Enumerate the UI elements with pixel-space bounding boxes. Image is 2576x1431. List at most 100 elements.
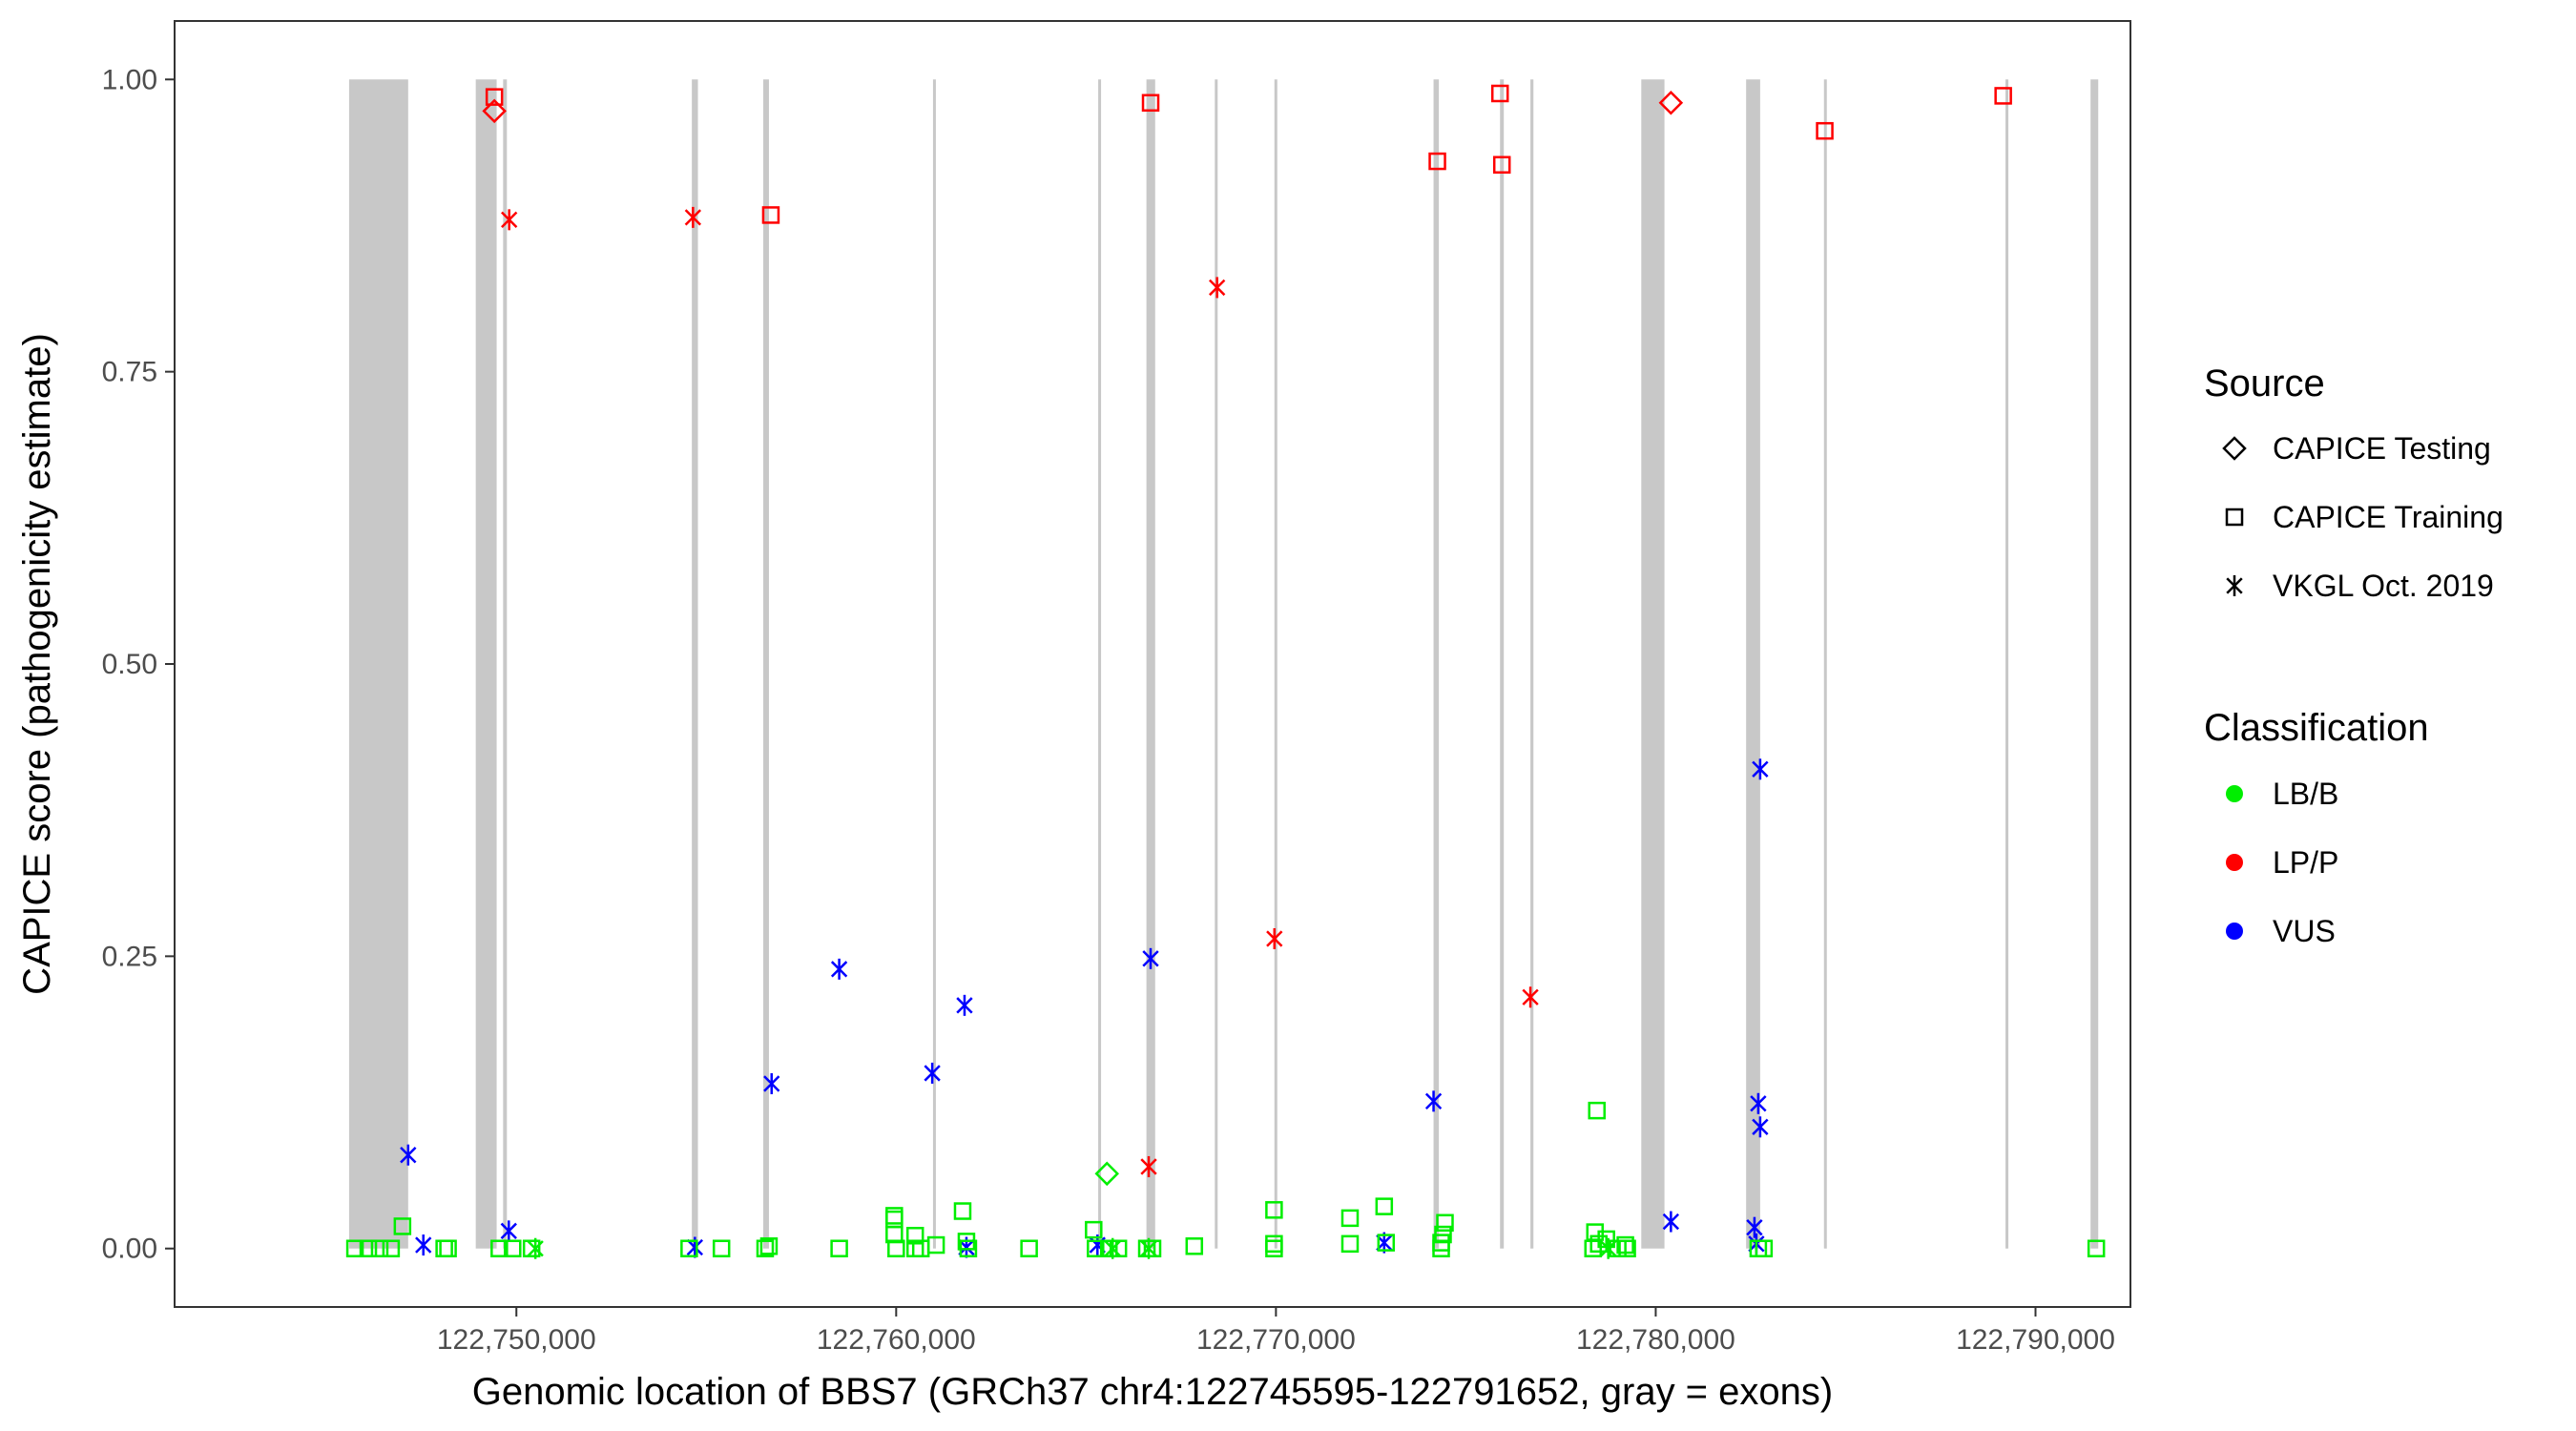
data-point <box>382 1239 401 1257</box>
x-tick-label: 122,780,000 <box>1576 1324 1735 1356</box>
exon-band-17 <box>2005 79 2009 1249</box>
exon-band-9 <box>1215 79 1218 1249</box>
data-point <box>759 1237 779 1255</box>
x-tick-label: 122,770,000 <box>1196 1324 1356 1356</box>
y-axis: 0.00 0.25 0.50 0.75 1.00 <box>102 64 175 1265</box>
exon-band-1 <box>348 79 408 1249</box>
legend-class-label: LP/P <box>2273 845 2338 880</box>
legend-class-key <box>2226 854 2243 871</box>
data-point <box>887 1239 905 1257</box>
y-tick-label: 0.25 <box>102 941 157 972</box>
data-point <box>761 206 780 224</box>
y-tick-label: 0.50 <box>102 649 157 680</box>
data-point <box>1375 1197 1394 1215</box>
data-point <box>1087 1239 1105 1257</box>
legend-class-key <box>2226 785 2243 802</box>
data-point <box>1600 1237 1617 1259</box>
exon-band-13 <box>1530 79 1534 1249</box>
exon-bands <box>348 79 2099 1249</box>
data-point <box>1099 1239 1118 1257</box>
legend-class-label: VUS <box>2273 914 2336 948</box>
data-point <box>1746 1216 1763 1238</box>
data-point <box>522 1239 541 1257</box>
exon-band-15 <box>1746 79 1760 1249</box>
exon-band-6 <box>932 79 936 1249</box>
y-tick-label: 0.00 <box>102 1234 157 1265</box>
data-point <box>1432 1239 1450 1257</box>
legend-source-label: CAPICE Testing <box>2273 431 2491 466</box>
legend: Source CAPICE Testing CAPICE Training VKGL … <box>2204 363 2503 948</box>
data-point <box>415 1234 432 1256</box>
legend-source-label: VKGL Oct. 2019 <box>2273 569 2494 603</box>
exon-band-8 <box>1146 79 1155 1249</box>
data-point <box>2087 1239 2106 1257</box>
data-point <box>712 1239 731 1257</box>
data-point <box>370 1239 389 1257</box>
data-point <box>1141 93 1160 113</box>
data-point <box>924 1062 941 1084</box>
data-point <box>1377 1234 1396 1252</box>
data-point <box>527 1237 544 1259</box>
data-point <box>956 994 973 1016</box>
legend-class-key <box>2226 923 2243 940</box>
exon-band-7 <box>1098 79 1102 1249</box>
data-point <box>1436 1213 1454 1233</box>
data-point <box>1142 947 1159 969</box>
data-point <box>345 1239 364 1257</box>
data-point <box>1185 1237 1204 1255</box>
data-point <box>1266 927 1283 949</box>
data-point <box>885 1225 904 1244</box>
data-point <box>959 1239 978 1257</box>
legend-source-label: CAPICE Training <box>2273 500 2503 534</box>
data-point <box>1143 1239 1162 1257</box>
exon-band-2 <box>475 79 497 1249</box>
y-tick-label: 0.75 <box>102 357 157 388</box>
data-point <box>439 1239 457 1257</box>
data-point <box>1265 1239 1283 1257</box>
exon-band-5 <box>762 79 769 1249</box>
data-point <box>1755 1239 1774 1257</box>
y-axis-title: CAPICE score (pathogenicity estimate) <box>16 333 58 995</box>
data-point <box>684 206 702 228</box>
data-point <box>756 1239 775 1257</box>
legend-classification-title: Classification <box>2204 707 2429 749</box>
data-point <box>1209 277 1226 299</box>
data-point <box>1085 1220 1103 1239</box>
data-point <box>1658 91 1684 115</box>
data-point <box>485 88 504 106</box>
data-point <box>1662 1211 1680 1233</box>
data-point <box>905 1226 924 1245</box>
data-point <box>1020 1239 1038 1257</box>
legend-class-label: LB/B <box>2273 777 2338 811</box>
data-point <box>482 98 507 124</box>
data-point <box>1816 121 1834 140</box>
x-tick-label: 122,750,000 <box>437 1324 596 1356</box>
y-tick-label: 1.00 <box>102 64 157 95</box>
data-point <box>1490 84 1509 103</box>
data-point <box>1752 758 1769 780</box>
data-point <box>1750 1092 1767 1114</box>
data-point <box>1618 1239 1636 1257</box>
data-point <box>1428 152 1446 171</box>
data-point <box>359 1239 378 1257</box>
data-point <box>1140 1155 1157 1177</box>
x-axis: 122,750,000 122,760,000 122,770,000 122,780… <box>437 1307 2115 1356</box>
data-point <box>1109 1239 1128 1257</box>
data-point <box>953 1202 972 1220</box>
data-point <box>1492 156 1511 174</box>
exon-band-10 <box>1274 79 1278 1249</box>
data-point <box>501 209 518 231</box>
data-point <box>926 1235 945 1255</box>
exon-band-14 <box>1641 79 1665 1249</box>
data-point <box>680 1239 698 1257</box>
x-axis-title: Genomic location of BBS7 (GRCh37 chr4:12… <box>472 1371 1833 1413</box>
data-point <box>1752 1116 1769 1138</box>
data-point <box>504 1239 522 1257</box>
data-point <box>763 1072 780 1094</box>
data-point <box>830 1239 848 1257</box>
data-point <box>500 1220 517 1242</box>
data-points <box>345 84 2106 1259</box>
legend-source-title: Source <box>2204 363 2325 404</box>
